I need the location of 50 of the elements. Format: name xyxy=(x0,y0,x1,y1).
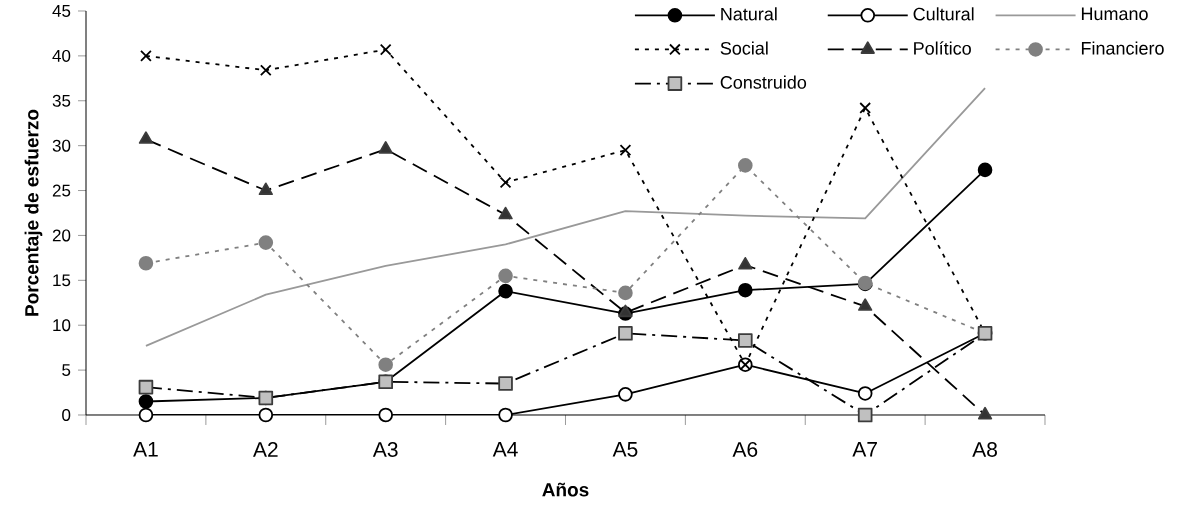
legend-label: Cultural xyxy=(913,7,974,21)
y-axis-title: Porcentaje de esfuerzo xyxy=(24,109,43,316)
legend-label: Social xyxy=(720,41,768,55)
legend-label: Natural xyxy=(721,7,777,21)
point xyxy=(378,357,393,373)
point xyxy=(499,176,512,189)
x-tick-label: A8 xyxy=(972,442,997,457)
y-tick-label: 20 xyxy=(52,229,71,242)
y-tick-label: 45 xyxy=(52,5,71,17)
point xyxy=(498,283,513,299)
legend-label: Construido xyxy=(720,75,807,89)
x-tick-label: A7 xyxy=(852,442,877,457)
point xyxy=(259,64,272,77)
point xyxy=(378,407,393,423)
y-tick-label: 10 xyxy=(53,319,71,332)
point xyxy=(138,255,154,271)
point xyxy=(138,394,154,409)
x-tick-label: A5 xyxy=(612,442,638,457)
point xyxy=(618,387,633,402)
point xyxy=(859,102,872,114)
x-tick-label: A4 xyxy=(492,442,518,457)
point xyxy=(738,158,753,173)
point xyxy=(138,407,154,423)
x-axis-title: Años xyxy=(542,482,589,497)
point xyxy=(977,162,993,178)
point xyxy=(379,43,392,56)
point xyxy=(258,407,274,423)
legend-label: Político xyxy=(914,41,971,55)
x-tick-label: A3 xyxy=(372,442,398,457)
y-tick-label: 5 xyxy=(62,364,71,377)
point xyxy=(619,144,632,156)
y-tick-label: 0 xyxy=(62,408,71,421)
point xyxy=(738,282,753,298)
line-series xyxy=(145,87,986,347)
legend-label: Financiero xyxy=(1081,41,1164,55)
y-tick-label: 15 xyxy=(53,274,71,287)
x-tick-label: A2 xyxy=(253,442,278,457)
point xyxy=(618,285,633,301)
point xyxy=(258,235,274,250)
point xyxy=(498,268,513,284)
x-tick-label: A6 xyxy=(732,442,758,457)
y-tick-label: 40 xyxy=(52,49,71,62)
legend-label: Humano xyxy=(1081,7,1148,21)
x-tick-label: A1 xyxy=(133,442,158,457)
point xyxy=(140,50,152,62)
y-tick-label: 25 xyxy=(52,184,71,197)
y-tick-label: 35 xyxy=(52,94,71,107)
point xyxy=(857,386,873,401)
point xyxy=(498,407,513,423)
y-tick-label: 30 xyxy=(52,139,71,152)
